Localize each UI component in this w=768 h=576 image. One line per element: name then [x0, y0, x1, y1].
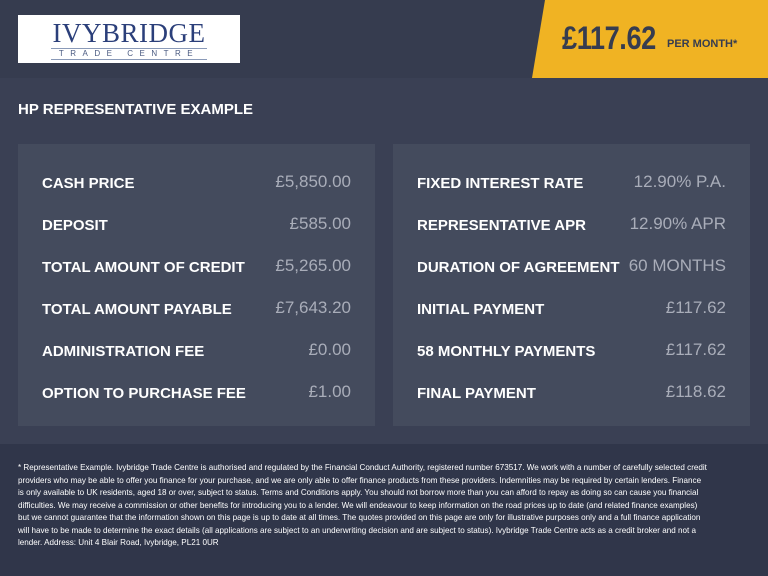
row-value: £117.62 — [665, 340, 726, 359]
finance-row: 58 MONTHLY PAYMENTS £117.62 — [417, 340, 726, 363]
logo-divider — [51, 59, 207, 60]
row-label: CASH PRICE — [42, 175, 135, 192]
monthly-price: £117.62 — [562, 20, 656, 56]
row-label: TOTAL AMOUNT PAYABLE — [42, 301, 232, 318]
finance-row: DURATION OF AGREEMENT 60 MONTHS — [417, 256, 726, 279]
logo[interactable]: IVYBRIDGE TRADE CENTRE — [18, 15, 240, 63]
row-value: 60 MONTHS — [628, 256, 726, 275]
section-heading: HP REPRESENTATIVE EXAMPLE — [18, 101, 254, 118]
row-value: £5,265.00 — [275, 256, 351, 275]
row-label: REPRESENTATIVE APR — [417, 217, 586, 234]
row-value: £117.62 — [665, 298, 726, 317]
row-value: 12.90% APR — [629, 214, 726, 233]
row-label: 58 MONTHLY PAYMENTS — [417, 343, 596, 360]
disclaimer-text: * Representative Example. Ivybridge Trad… — [18, 463, 707, 547]
row-value: 12.90% P.A. — [633, 172, 726, 191]
row-label: ADMINISTRATION FEE — [42, 343, 205, 360]
monthly-price-badge: £117.62 PER MONTH* — [532, 0, 768, 78]
finance-row: OPTION TO PURCHASE FEE £1.00 — [42, 382, 351, 405]
row-label: OPTION TO PURCHASE FEE — [42, 385, 246, 402]
row-value: £5,850.00 — [275, 172, 351, 191]
logo-divider — [51, 48, 207, 49]
row-label: FINAL PAYMENT — [417, 385, 536, 402]
row-label: TOTAL AMOUNT OF CREDIT — [42, 259, 245, 276]
row-label: INITIAL PAYMENT — [417, 301, 545, 318]
row-label: FIXED INTEREST RATE — [417, 175, 584, 192]
logo-name: IVYBRIDGE — [52, 18, 206, 48]
row-value: £1.00 — [308, 382, 351, 401]
footer: * Representative Example. Ivybridge Trad… — [0, 444, 768, 576]
finance-row: TOTAL AMOUNT OF CREDIT £5,265.00 — [42, 256, 351, 279]
finance-row: REPRESENTATIVE APR 12.90% APR — [417, 214, 726, 237]
finance-row: CASH PRICE £5,850.00 — [42, 172, 351, 195]
row-label: DURATION OF AGREEMENT — [417, 259, 620, 276]
row-value: £585.00 — [289, 214, 351, 233]
finance-row: TOTAL AMOUNT PAYABLE £7,643.20 — [42, 298, 351, 321]
finance-row: ADMINISTRATION FEE £0.00 — [42, 340, 351, 363]
finance-row: DEPOSIT £585.00 — [42, 214, 351, 237]
finance-row: FINAL PAYMENT £118.62 — [417, 382, 726, 405]
row-label: DEPOSIT — [42, 217, 108, 234]
logo-tagline: TRADE CENTRE — [58, 49, 200, 58]
finance-row: FIXED INTEREST RATE 12.90% P.A. — [417, 172, 726, 195]
finance-panel-right: FIXED INTEREST RATE 12.90% P.A. REPRESENT… — [393, 144, 750, 426]
finance-row: INITIAL PAYMENT £117.62 — [417, 298, 726, 321]
finance-panel-left: CASH PRICE £5,850.00 DEPOSIT £585.00 TOTAL… — [18, 144, 375, 426]
per-month-label: PER MONTH* — [667, 38, 738, 50]
row-value: £0.00 — [308, 340, 351, 359]
row-value: £118.62 — [665, 382, 726, 401]
row-value: £7,643.20 — [275, 298, 351, 317]
